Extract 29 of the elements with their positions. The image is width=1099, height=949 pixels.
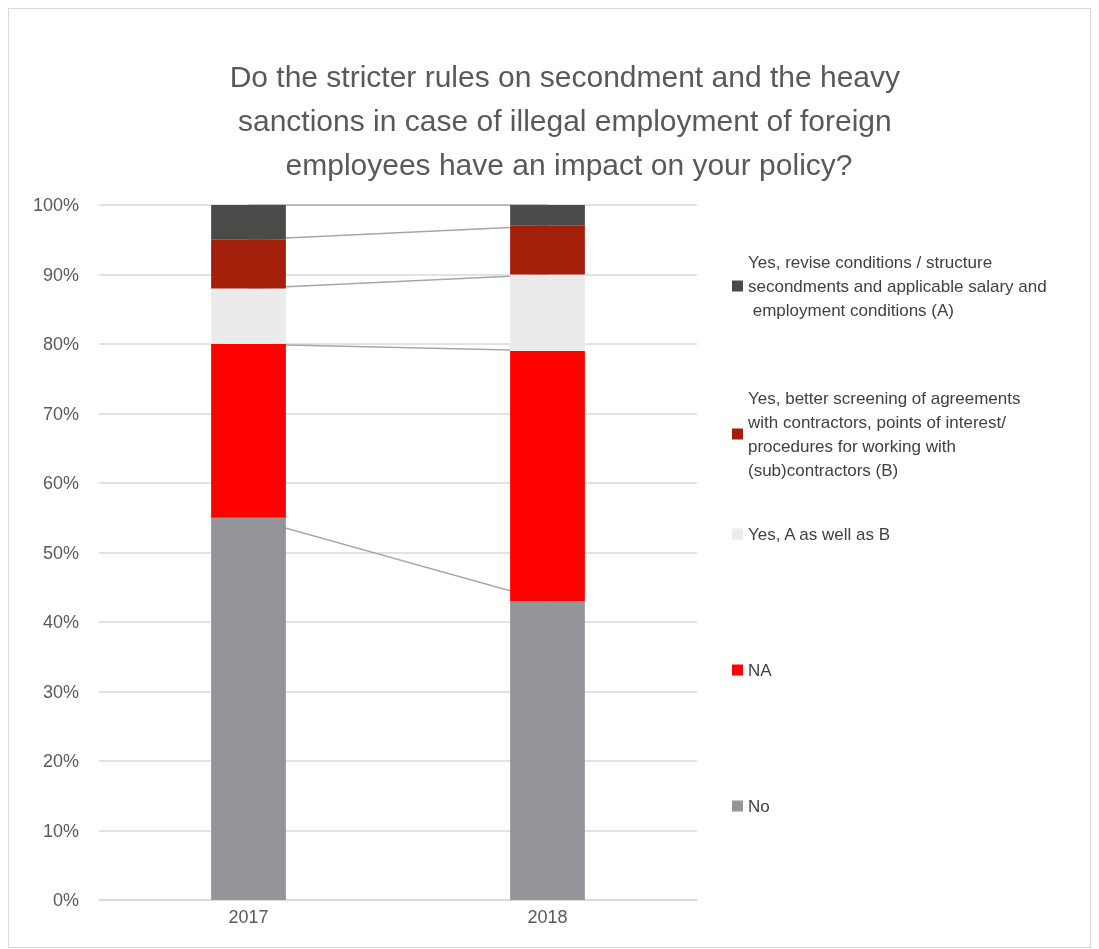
y-tick-label: 10% bbox=[42, 820, 79, 841]
chart-title: Do the stricter rules on secondment and the heavy sanctions in case of illegal employment of foreign employees have an impact on your policy? bbox=[229, 59, 909, 181]
x-tick-label: 2017 bbox=[228, 907, 269, 927]
bar bbox=[211, 239, 286, 289]
bar bbox=[211, 205, 286, 240]
y-tick-label: 90% bbox=[42, 264, 79, 285]
legend-label: Yes, revise conditions / structure secondments and applicable salary and employment conditions (A) bbox=[748, 252, 1047, 320]
y-tick-label: 40% bbox=[42, 612, 79, 632]
y-tick-label: 100% bbox=[32, 195, 79, 215]
bar bbox=[211, 288, 286, 344]
bar bbox=[510, 601, 585, 900]
bar bbox=[510, 205, 585, 226]
y-tick-label: 0% bbox=[52, 890, 79, 910]
bar bbox=[211, 517, 286, 900]
legend-label: Yes, better screening of agreements with contractors, points of interest/procedures for working with (sub)contractors (B) bbox=[747, 388, 1026, 480]
bar bbox=[510, 350, 585, 602]
y-tick-label: 30% bbox=[42, 681, 79, 702]
x-tick-label: 2018 bbox=[527, 907, 568, 927]
legend-label: Yes, A as well as B bbox=[748, 524, 891, 544]
bar bbox=[510, 225, 585, 275]
legend-label: No bbox=[748, 796, 770, 816]
y-tick-label: 20% bbox=[42, 751, 79, 771]
bar bbox=[211, 344, 286, 518]
y-tick-label: 60% bbox=[42, 473, 79, 493]
bar bbox=[510, 274, 585, 351]
y-tick-label: 70% bbox=[42, 403, 79, 424]
legend-label: NA bbox=[748, 660, 773, 680]
y-tick-label: 80% bbox=[42, 334, 79, 354]
y-tick-label: 50% bbox=[42, 542, 79, 563]
